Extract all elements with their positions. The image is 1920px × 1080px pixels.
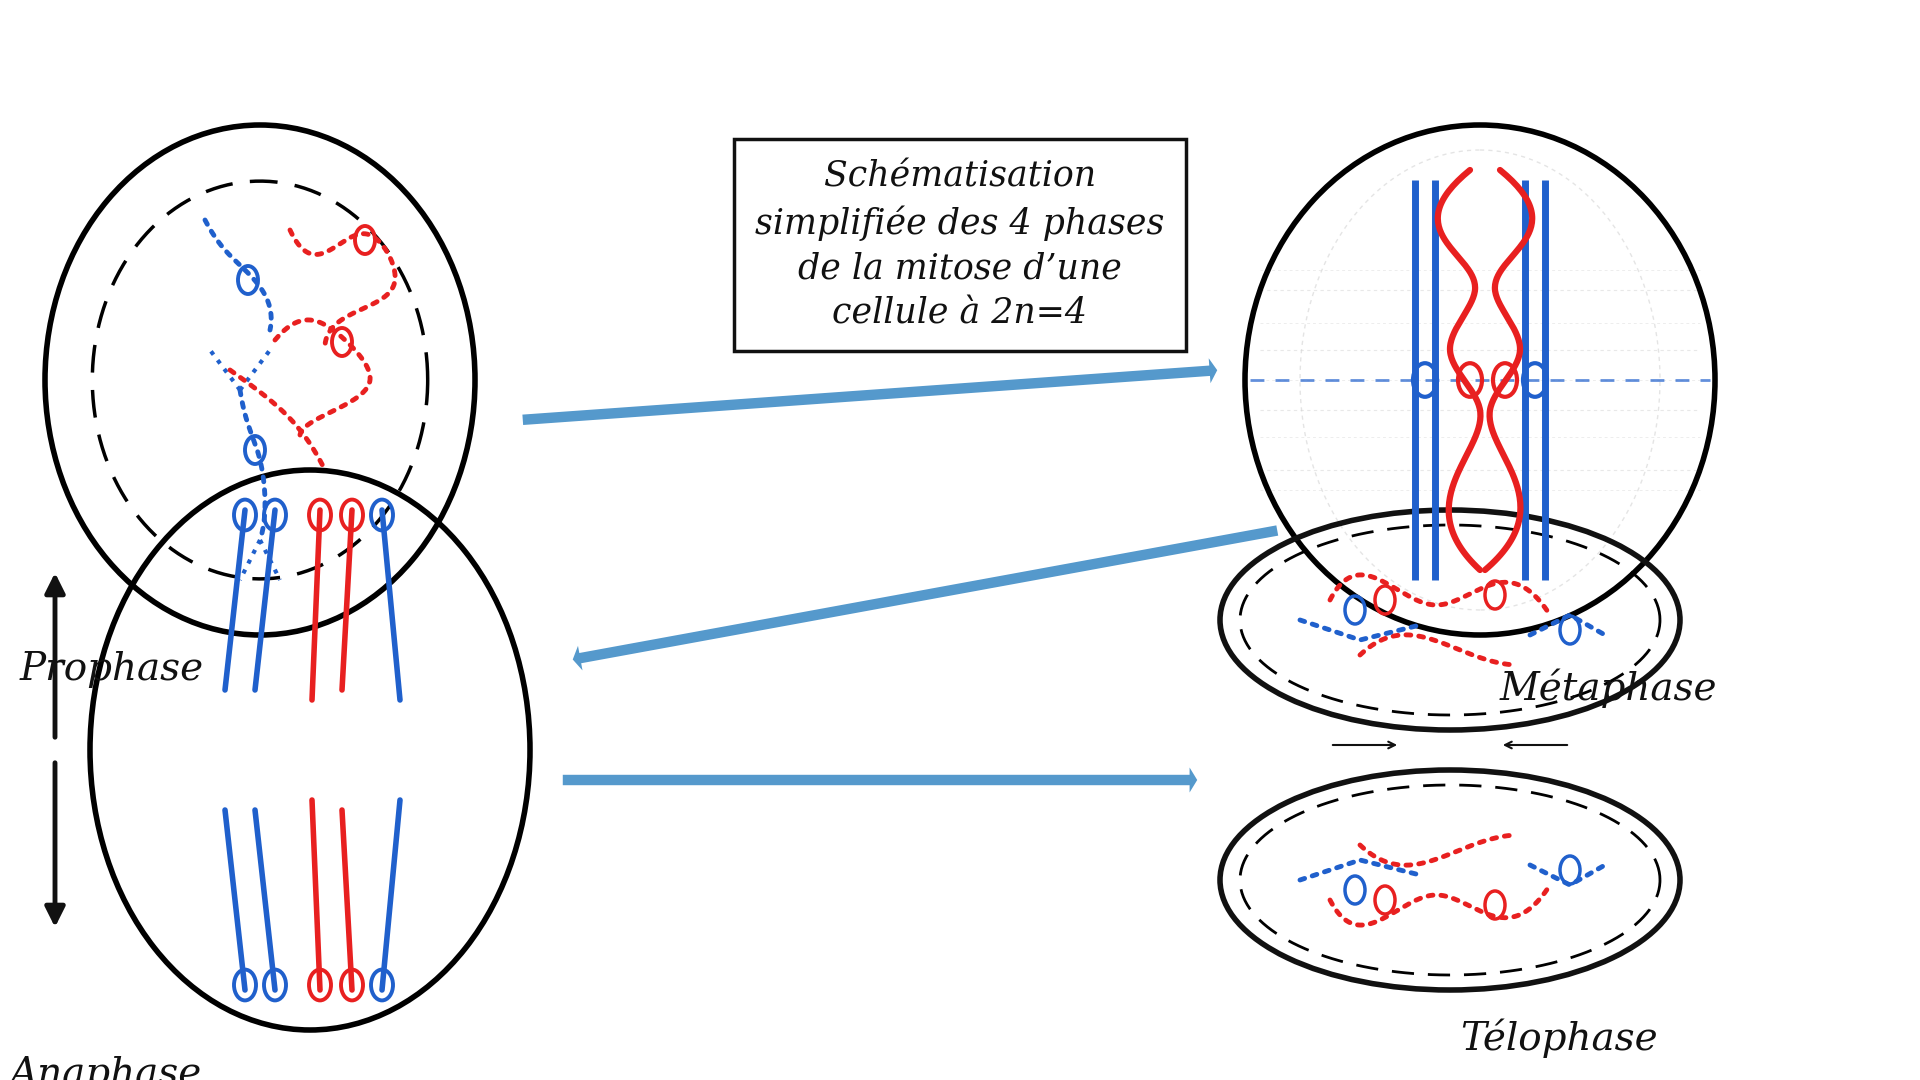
- Text: Métaphase: Métaphase: [1500, 669, 1718, 708]
- Text: Prophase: Prophase: [19, 651, 204, 688]
- Text: Schématisation
simplifiée des 4 phases
de la mitose d’une
cellule à 2n=4: Schématisation simplifiée des 4 phases d…: [755, 160, 1165, 330]
- Text: Télophase: Télophase: [1459, 1018, 1657, 1058]
- Text: Anaphase: Anaphase: [10, 1056, 202, 1080]
